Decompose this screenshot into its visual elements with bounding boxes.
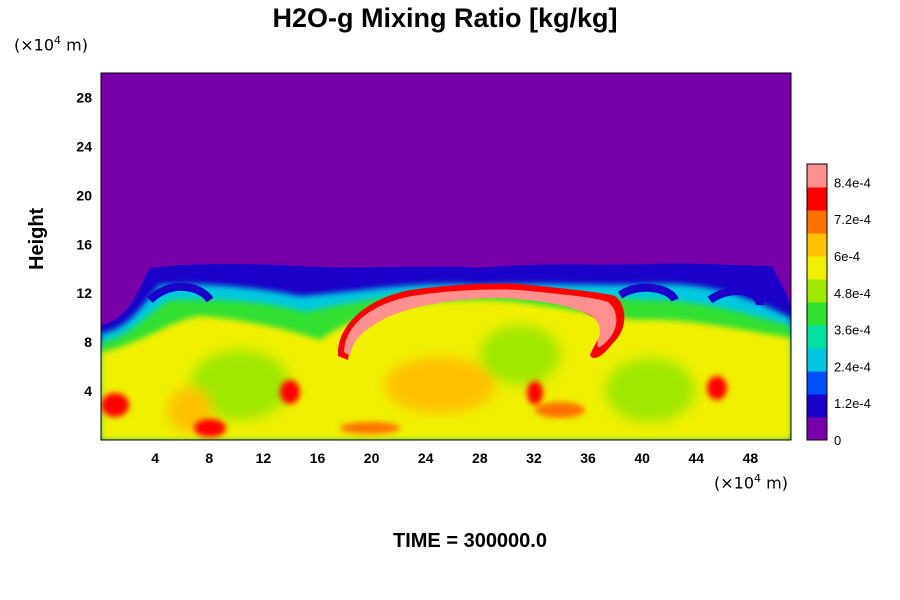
colorbar-segment <box>807 233 827 257</box>
y-tick-label: 4 <box>84 383 92 399</box>
x-axis-unit: (×104 m) <box>714 472 788 493</box>
chart-title: H2O-g Mixing Ratio [kg/kg] <box>272 3 618 33</box>
x-tick-label: 32 <box>526 450 542 466</box>
colorbar: 0 1.2e-4 2.4e-4 3.6e-4 4.8e-4 6e-4 7.2e-4 8.4e-… <box>806 163 871 448</box>
y-tick-label: 24 <box>76 138 92 154</box>
colorbar-segment <box>807 164 827 188</box>
colorbar-tick-label: 3.6e-4 <box>834 323 871 338</box>
y-axis-unit: (×104 m) <box>14 34 88 55</box>
colorbar-tick-label: 2.4e-4 <box>834 359 871 374</box>
time-label: TIME = 300000.0 <box>393 530 547 552</box>
y-tick-label: 20 <box>76 187 92 203</box>
colorbar-tick-label: 7.2e-4 <box>834 212 871 227</box>
x-tick-label: 24 <box>418 450 434 466</box>
colorbar-segment <box>807 279 827 303</box>
x-tick-label: 44 <box>689 450 705 466</box>
x-axis-ticks: 4 8 12 16 20 24 28 32 36 40 44 48 <box>151 450 758 466</box>
colorbar-segment <box>807 348 827 372</box>
y-tick-label: 8 <box>84 334 92 350</box>
y-tick-label: 28 <box>76 89 92 105</box>
colorbar-segment <box>807 256 827 280</box>
y-tick-label: 12 <box>76 285 92 301</box>
colorbar-tick-label: 0 <box>834 433 841 448</box>
colorbar-segment <box>807 417 827 441</box>
y-axis-ticks: 4 8 12 16 20 24 28 <box>76 89 92 399</box>
x-tick-label: 4 <box>151 450 159 466</box>
x-tick-label: 8 <box>205 450 213 466</box>
x-tick-label: 28 <box>472 450 488 466</box>
colorbar-segment <box>807 210 827 234</box>
x-tick-label: 16 <box>310 450 326 466</box>
colorbar-segment <box>807 394 827 418</box>
colorbar-segment <box>807 302 827 326</box>
x-tick-label: 12 <box>256 450 272 466</box>
mixing-ratio-field <box>101 73 791 440</box>
colorbar-segment <box>807 371 827 395</box>
colorbar-tick-label: 1.2e-4 <box>834 396 871 411</box>
colorbar-tick-label: 4.8e-4 <box>834 286 871 301</box>
x-tick-label: 36 <box>580 450 596 466</box>
x-tick-label: 20 <box>364 450 380 466</box>
x-tick-label: 48 <box>743 450 759 466</box>
y-tick-label: 16 <box>76 236 92 252</box>
colorbar-segment <box>807 325 827 349</box>
colorbar-tick-label: 6e-4 <box>834 249 860 264</box>
x-tick-label: 40 <box>634 450 650 466</box>
colorbar-frame <box>806 163 828 441</box>
colorbar-segment <box>807 187 827 211</box>
colorbar-tick-label: 8.4e-4 <box>834 175 871 190</box>
